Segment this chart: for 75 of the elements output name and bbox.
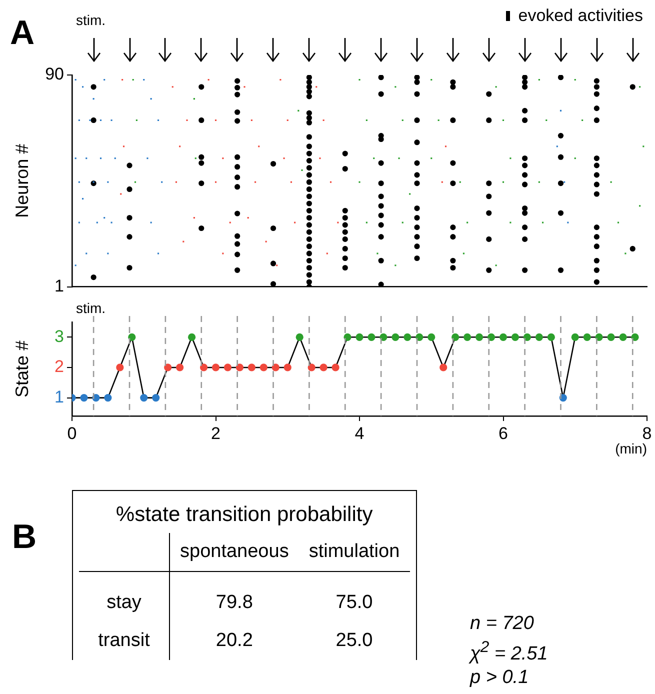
- x-tick-label: 8: [642, 424, 652, 443]
- y-tick-label: 1: [54, 276, 64, 296]
- point: [260, 364, 268, 372]
- point: [428, 333, 436, 341]
- point: [404, 333, 412, 341]
- point: [619, 333, 627, 341]
- point: [104, 394, 112, 402]
- point: [188, 333, 196, 341]
- x-tick-label: 4: [354, 424, 364, 443]
- y-axis-title: Neuron #: [12, 144, 32, 218]
- point: [320, 364, 328, 372]
- point: [607, 333, 615, 341]
- point: [176, 364, 184, 372]
- data-label: 75.0: [334, 591, 374, 615]
- point: [200, 364, 208, 372]
- point: [487, 333, 496, 341]
- text: B: [12, 518, 37, 557]
- point: [511, 333, 520, 341]
- point: [152, 394, 160, 402]
- y-tick-label: 2: [54, 357, 64, 376]
- point: [344, 333, 352, 341]
- point: [523, 333, 532, 341]
- point: [116, 364, 124, 372]
- point: [140, 394, 148, 402]
- point: [224, 364, 232, 372]
- point: [296, 333, 304, 341]
- text: %state transition probability: [114, 502, 374, 528]
- category-label: stay: [79, 572, 170, 622]
- text: spontaneous: [170, 533, 299, 572]
- y-axis-title: State #: [12, 340, 32, 398]
- point: [499, 333, 508, 341]
- point: [212, 364, 220, 372]
- point: [464, 333, 472, 341]
- point: [272, 364, 280, 372]
- point: [356, 333, 364, 341]
- text: A: [10, 14, 35, 53]
- text: p > 0.1: [470, 666, 530, 690]
- point: [631, 333, 639, 341]
- text: n = 720: [470, 612, 535, 636]
- legend-label: evoked activities: [518, 6, 643, 26]
- category-label: transit: [79, 622, 170, 660]
- point: [416, 333, 424, 341]
- point: [284, 364, 292, 372]
- point: [236, 364, 244, 372]
- point: [380, 333, 388, 341]
- point: [392, 333, 400, 341]
- text: χ$^{2}$ = 2.51: [470, 638, 548, 666]
- x-axis-title: (min): [615, 440, 647, 456]
- y-tick-label: 1: [54, 387, 64, 406]
- y-tick-label: 90: [45, 64, 64, 84]
- x-tick-label: 0: [67, 424, 77, 443]
- point: [368, 333, 376, 341]
- point: [80, 394, 88, 402]
- point: [571, 333, 579, 341]
- point: [248, 364, 256, 372]
- point: [128, 333, 136, 341]
- point: [452, 333, 460, 341]
- y-tick-label: 3: [54, 326, 64, 346]
- text: stim.: [76, 300, 106, 316]
- point: [595, 333, 603, 341]
- point: [440, 364, 448, 372]
- data-label: 20.2: [214, 629, 254, 653]
- x-tick-label: 2: [211, 424, 220, 443]
- text: stim.: [76, 12, 106, 28]
- point: [547, 333, 555, 341]
- x-tick-label: 6: [498, 424, 508, 443]
- point: [475, 333, 484, 341]
- point: [308, 364, 316, 372]
- data-label: 79.8: [214, 591, 254, 615]
- point: [535, 333, 543, 341]
- point: [332, 364, 340, 372]
- point: [583, 333, 591, 341]
- data-label: 25.0: [334, 629, 374, 653]
- point: [164, 364, 172, 372]
- text: stimulation: [298, 533, 410, 572]
